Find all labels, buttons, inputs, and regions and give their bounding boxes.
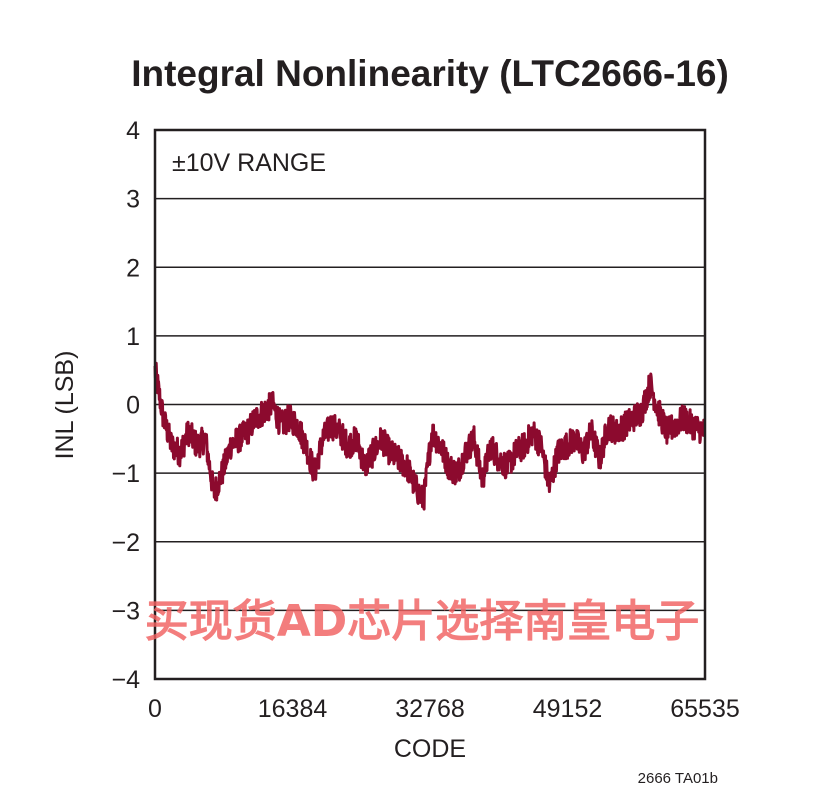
x-axis-label: CODE — [394, 735, 466, 763]
y-tick-label: 1 — [126, 323, 140, 351]
watermark-text: 买现货AD芯片选择南皇电子 — [145, 596, 700, 647]
grid-lines — [155, 197, 705, 612]
y-tick-label: 2 — [126, 254, 140, 282]
range-annotation: ±10V RANGE — [172, 149, 326, 177]
y-tick-labels: 4 3 2 1 0 −1 −2 −3 −4 — [111, 117, 140, 694]
x-tick-label: 0 — [148, 695, 162, 723]
y-tick-label: −1 — [111, 460, 140, 488]
x-tick-label: 16384 — [258, 695, 328, 723]
y-tick-label: −3 — [111, 597, 140, 625]
x-tick-label: 32768 — [395, 695, 465, 723]
y-tick-label: 4 — [126, 117, 140, 145]
plot-frame — [153, 128, 707, 681]
x-tick-label: 65535 — [670, 695, 740, 723]
y-axis-label: INL (LSB) — [51, 351, 79, 460]
y-tick-label: −4 — [111, 666, 140, 694]
y-tick-label: −2 — [111, 529, 140, 557]
inl-series-line — [153, 361, 707, 511]
y-tick-label: 3 — [126, 186, 140, 214]
x-tick-labels: 0 16384 32768 49152 65535 — [148, 695, 740, 723]
chart-title: Integral Nonlinearity (LTC2666-16) — [131, 53, 729, 94]
x-tick-label: 49152 — [533, 695, 603, 723]
figure-code: 2666 TA01b — [638, 770, 718, 787]
y-tick-label: 0 — [126, 392, 140, 420]
